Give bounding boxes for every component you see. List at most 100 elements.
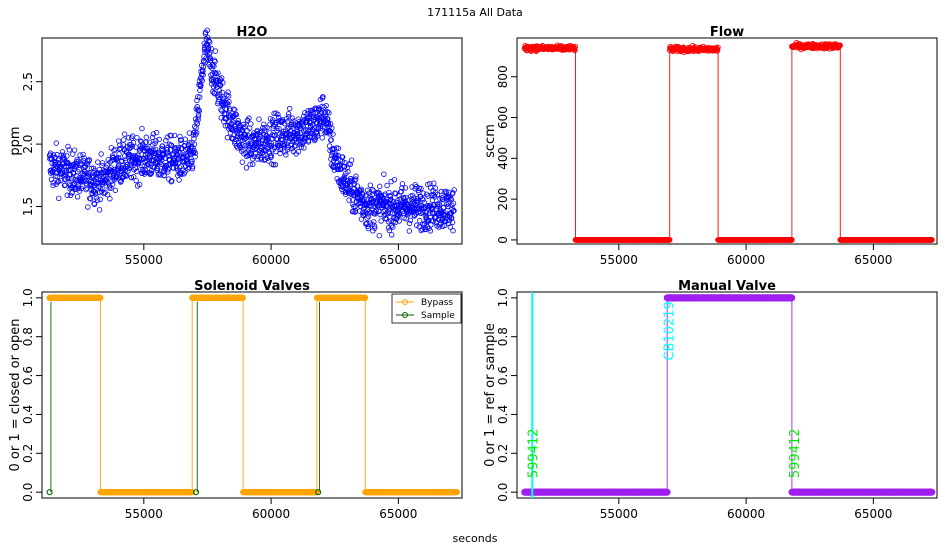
flow-point [666, 237, 673, 243]
h2o-point [153, 129, 160, 136]
h2o-point [335, 145, 342, 152]
h2o-point [137, 155, 143, 161]
h2o-point [191, 141, 198, 148]
h2o-point [277, 150, 283, 157]
h2o-point [65, 143, 71, 150]
h2o-point [219, 89, 225, 96]
h2o-point [425, 193, 431, 199]
h2o-point [392, 190, 398, 196]
h2o-point [371, 223, 378, 229]
h2o-point [434, 191, 441, 198]
h2o-point [231, 132, 237, 138]
h2o-point [394, 197, 401, 204]
h2o-point [248, 150, 255, 157]
h2o-point [126, 151, 133, 157]
h2o-point [411, 212, 418, 218]
h2o-point [143, 134, 150, 140]
h2o-point [441, 211, 447, 217]
manual-series [521, 292, 936, 498]
h2o-point [206, 38, 212, 44]
h2o-point [170, 152, 177, 158]
h2o-point [171, 132, 178, 139]
manual-line [524, 297, 932, 493]
h2o-point [194, 97, 200, 104]
h2o-point [276, 125, 282, 132]
h2o-point [113, 173, 120, 180]
h2o-point [261, 121, 267, 127]
y-tick-label: 0.6 [21, 366, 35, 385]
h2o-point [323, 102, 329, 109]
h2o-plot-frame [41, 37, 463, 245]
x-tick-label: 55000 [600, 507, 638, 521]
h2o-point [54, 173, 60, 180]
h2o-point [253, 140, 259, 146]
h2o-point [345, 168, 351, 175]
h2o-point [274, 125, 280, 131]
h2o-point [448, 195, 454, 202]
h2o-point [294, 128, 300, 134]
h2o-point [387, 210, 393, 216]
h2o-point [146, 139, 153, 145]
h2o-point [385, 225, 392, 231]
h2o-point [103, 178, 110, 184]
h2o-point [358, 186, 364, 192]
h2o-point [231, 112, 237, 118]
h2o-point [451, 207, 457, 214]
solenoid-plot-frame [41, 291, 463, 499]
y-tick-label: 0.0 [496, 483, 510, 502]
flow-point [572, 47, 578, 54]
h2o-point [85, 171, 92, 177]
bypass-line [49, 297, 457, 493]
h2o-point [155, 172, 162, 178]
h2o-point [378, 218, 384, 224]
h2o-point [181, 152, 187, 158]
h2o-point [230, 135, 236, 142]
flow-point [837, 42, 843, 49]
h2o-point [182, 136, 188, 142]
h2o-point [410, 192, 416, 199]
h2o-point [247, 161, 253, 168]
y-tick-label: 0 [496, 236, 510, 244]
h2o-point [329, 125, 335, 131]
h2o-point [194, 130, 200, 136]
h2o-point [139, 125, 145, 132]
h2o-point [388, 223, 395, 229]
h2o-point [299, 121, 305, 128]
h2o-point [246, 115, 252, 121]
h2o-point [369, 186, 376, 193]
h2o-point [391, 176, 398, 183]
h2o-point [115, 154, 121, 161]
x-tick-label: 60000 [252, 507, 290, 521]
h2o-point [339, 154, 346, 160]
h2o-point [328, 137, 334, 143]
h2o-point [173, 144, 179, 151]
h2o-point [196, 108, 202, 114]
h2o-point [91, 188, 98, 195]
h2o-point [418, 185, 424, 192]
h2o-point [158, 145, 165, 152]
h2o-point [283, 152, 289, 158]
h2o-point [420, 190, 426, 197]
h2o-point [258, 156, 265, 163]
solenoid-title: Solenoid Valves [194, 279, 310, 294]
h2o-point [120, 167, 126, 174]
h2o-point [95, 159, 101, 165]
flow-title: Flow [710, 25, 744, 40]
h2o-point [290, 118, 296, 124]
h2o-point [196, 94, 203, 100]
h2o-y-label: ppm [8, 126, 23, 155]
h2o-point [322, 130, 328, 136]
h2o-point [136, 181, 143, 188]
h2o-point [178, 163, 184, 169]
y-tick-label: 2.5 [21, 72, 35, 91]
h2o-point [305, 108, 311, 114]
h2o-point [235, 118, 241, 124]
h2o-point [224, 134, 231, 141]
h2o-point [120, 141, 126, 148]
h2o-point [169, 178, 175, 184]
h2o-point [112, 187, 119, 194]
h2o-point [413, 222, 420, 228]
panel-solenoid-valves: Solenoid Valves 55000 60000 650000.00.20.4… [8, 279, 463, 521]
h2o-point [331, 167, 338, 173]
